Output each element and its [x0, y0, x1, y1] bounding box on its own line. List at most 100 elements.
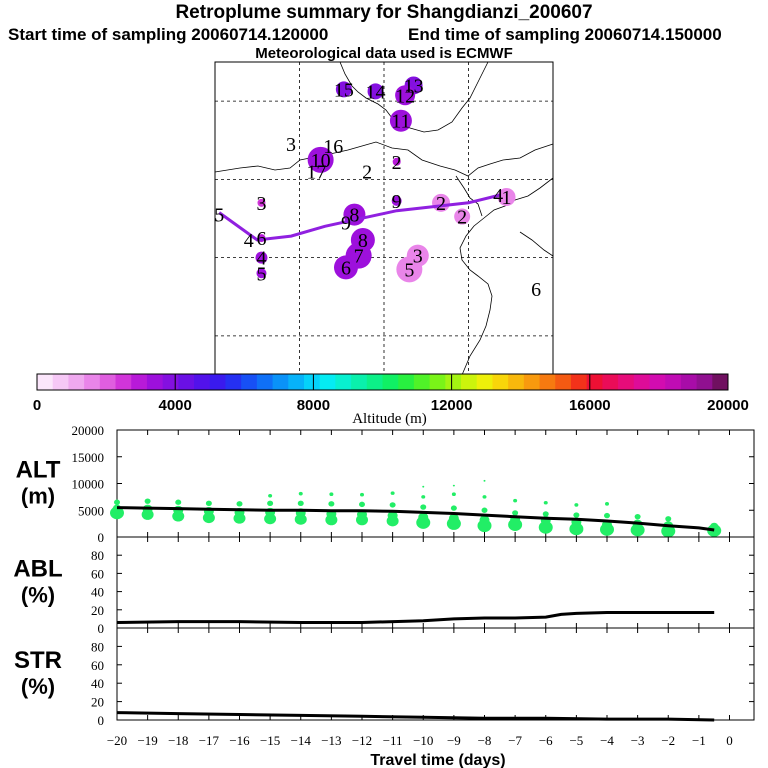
colorbar-swatch	[618, 374, 635, 390]
colorbar-tick-label: 16000	[569, 397, 611, 414]
x-tick-label: −18	[168, 733, 188, 748]
colorbar-swatch	[256, 374, 274, 390]
altitude-marker	[418, 512, 429, 522]
plume-day-label: 2	[392, 152, 402, 174]
colorbar-axis-label: Altitude (m)	[352, 411, 427, 427]
plume-day-label: 9	[341, 212, 351, 234]
colorbar-swatch	[555, 374, 572, 390]
altitude-marker	[205, 500, 212, 506]
plume-day-label: 5	[256, 263, 266, 285]
altitude-marker	[387, 511, 398, 521]
colorbar-swatch	[492, 374, 509, 390]
plume-day-label: 15	[334, 79, 354, 101]
plume-day-label: 4	[244, 230, 254, 252]
coastline-east	[519, 231, 554, 257]
plume-centroid-marker	[307, 146, 334, 173]
altitude-marker	[479, 515, 490, 525]
colorbar-swatch	[162, 374, 179, 390]
x-tick-label: −10	[413, 733, 433, 748]
colorbar-swatch	[52, 374, 69, 390]
altitude-marker	[513, 498, 518, 503]
altitude-marker	[605, 502, 609, 506]
x-tick-label: −12	[352, 733, 372, 748]
y-tick-label: 20	[91, 603, 104, 618]
colorbar-swatch	[680, 374, 698, 390]
colorbar-swatch	[335, 374, 352, 390]
plume-day-label: 10	[311, 150, 331, 172]
panel-ylabel-unit: (%)	[21, 674, 55, 699]
colorbar-swatch	[461, 374, 478, 390]
end-time-label: End time of sampling 20060714.150000	[408, 25, 722, 44]
colorbar-swatch	[146, 374, 164, 390]
plume-centroid-marker	[395, 85, 416, 106]
coastline-bay	[455, 175, 483, 217]
x-axis-label: Travel time (days)	[370, 752, 505, 768]
x-tick-label: −14	[291, 733, 312, 748]
y-tick-label: 20	[91, 695, 104, 710]
colorbar-swatch	[539, 374, 556, 390]
altitude-marker	[450, 505, 457, 511]
altitude-marker	[634, 513, 641, 520]
x-tick-label: −16	[229, 733, 250, 748]
colorbar-swatch	[178, 374, 195, 390]
altitude-marker	[297, 500, 304, 506]
panel-ylabel-unit: (%)	[21, 583, 55, 608]
altitude-marker	[481, 507, 488, 513]
colorbar-tick-label: 8000	[297, 397, 330, 414]
plume-day-label: 14	[366, 81, 386, 103]
plume-centroid-marker	[454, 208, 471, 225]
plume-day-label: 11	[391, 111, 410, 133]
altitude-marker	[268, 494, 273, 498]
x-tick-label: −6	[539, 733, 553, 748]
panel-ylabel-unit: (m)	[21, 484, 55, 509]
colorbar-swatch	[351, 374, 368, 390]
altitude-marker	[144, 498, 151, 504]
colorbar-swatch	[382, 374, 399, 390]
x-tick-label: −2	[661, 733, 675, 748]
plume-day-label: 4	[493, 185, 503, 207]
altitude-marker	[328, 501, 335, 507]
altitude-marker	[264, 513, 277, 525]
x-tick-label: −17	[199, 733, 220, 748]
plume-centroid-marker	[389, 109, 412, 132]
colorbar-swatch	[366, 374, 383, 390]
colorbar-swatch	[712, 374, 729, 390]
colorbar-swatch	[288, 374, 305, 390]
colorbar-tick-label: 0	[33, 397, 41, 414]
plume-day-label: 13	[404, 75, 424, 97]
altitude-marker	[569, 522, 584, 536]
colorbar-swatch	[696, 374, 713, 390]
colorbar-swatch	[241, 374, 258, 390]
y-tick-label: 0	[98, 621, 105, 636]
colorbar-swatch	[319, 374, 336, 390]
colorbar-swatch	[413, 374, 431, 390]
plume-centroid-marker	[391, 195, 402, 206]
abl-panel: 0 20 40 60 80 ABL(%)	[13, 536, 755, 636]
plume-day-label: 5	[404, 259, 414, 281]
y-tick-label: 0	[98, 713, 105, 728]
y-tick-label: 0	[98, 530, 105, 545]
abl-panel-line	[116, 611, 715, 624]
panel-ylabel: STR	[14, 647, 62, 674]
plume-day-label: 2	[457, 207, 467, 229]
plume-day-label: 6	[531, 279, 541, 301]
plume-day-label: 12	[395, 85, 415, 107]
altitude-marker	[202, 512, 215, 524]
plume-day-label: 3	[413, 246, 423, 268]
altitude-marker	[538, 521, 553, 534]
y-tick-label: 15000	[72, 450, 105, 465]
plume-centroid-marker	[497, 187, 516, 206]
panel-frame	[116, 536, 755, 629]
altitude-marker	[390, 491, 395, 495]
panel-frame	[116, 627, 755, 721]
colorbar-swatch	[429, 374, 446, 390]
panel-ylabel: ABL	[13, 556, 62, 583]
altitude-panel: 0 5000 10000 15000 20000 ALT(m)	[16, 423, 755, 545]
plume-day-label: 4	[256, 248, 266, 270]
altitude-marker	[114, 499, 120, 505]
y-tick-label: 60	[91, 658, 104, 673]
altitude-marker	[574, 503, 579, 507]
colorbar-swatch	[272, 374, 289, 390]
border-line-1	[214, 141, 554, 177]
plume-day-label: 6	[341, 257, 351, 279]
